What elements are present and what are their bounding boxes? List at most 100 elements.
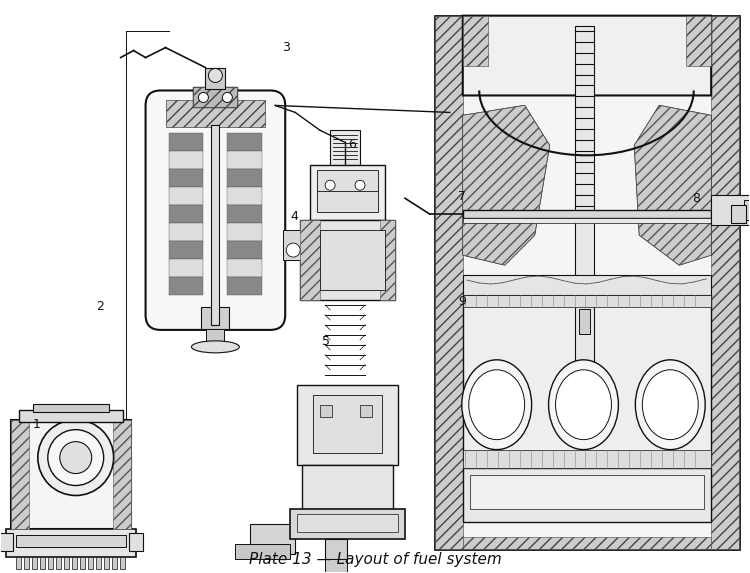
Circle shape: [48, 430, 104, 485]
Text: 8: 8: [692, 192, 700, 205]
Bar: [463, 295, 711, 307]
Bar: [64, 558, 69, 570]
Bar: [33, 404, 109, 411]
Bar: [169, 187, 203, 205]
Bar: [463, 468, 711, 523]
Bar: [744, 200, 750, 220]
Bar: [325, 539, 347, 559]
Ellipse shape: [469, 370, 525, 439]
Bar: [463, 218, 711, 223]
Ellipse shape: [462, 360, 532, 450]
Bar: [310, 165, 385, 220]
Bar: [470, 474, 704, 509]
Text: Plate 13 — Layout of fuel system: Plate 13 — Layout of fuel system: [249, 552, 502, 567]
Bar: [169, 241, 203, 259]
Circle shape: [209, 69, 222, 83]
Bar: [731, 205, 746, 223]
Bar: [360, 405, 372, 417]
Bar: [211, 125, 220, 325]
Text: 3: 3: [282, 41, 290, 53]
Polygon shape: [300, 220, 320, 300]
Bar: [202, 307, 229, 329]
Bar: [112, 558, 117, 570]
Bar: [227, 259, 262, 277]
Polygon shape: [11, 419, 28, 529]
Ellipse shape: [556, 370, 611, 439]
Bar: [314, 395, 382, 453]
Bar: [297, 515, 398, 532]
Bar: [236, 544, 290, 559]
Bar: [574, 26, 595, 372]
Bar: [206, 329, 224, 341]
Polygon shape: [634, 105, 711, 265]
Bar: [40, 558, 45, 570]
Bar: [0, 533, 13, 551]
Polygon shape: [435, 15, 463, 550]
Bar: [227, 151, 262, 169]
Bar: [128, 533, 142, 551]
Bar: [96, 558, 100, 570]
Bar: [72, 558, 76, 570]
Bar: [80, 558, 85, 570]
Bar: [16, 535, 125, 547]
Bar: [435, 15, 739, 550]
Bar: [227, 205, 262, 223]
Text: 6: 6: [348, 138, 356, 151]
Bar: [48, 558, 52, 570]
Bar: [320, 230, 385, 290]
Circle shape: [60, 442, 92, 473]
Bar: [290, 509, 405, 539]
Text: 2: 2: [96, 300, 104, 313]
Bar: [325, 559, 347, 573]
Bar: [169, 205, 203, 223]
Text: 4: 4: [290, 210, 298, 223]
Bar: [330, 131, 360, 165]
Bar: [251, 524, 296, 554]
Polygon shape: [463, 537, 711, 550]
Bar: [194, 88, 237, 107]
Bar: [169, 259, 203, 277]
Bar: [169, 223, 203, 241]
Bar: [463, 450, 711, 468]
Text: 9: 9: [458, 295, 466, 308]
Bar: [11, 419, 130, 529]
Ellipse shape: [635, 360, 705, 450]
Polygon shape: [380, 220, 395, 300]
Bar: [578, 309, 590, 334]
Bar: [6, 529, 136, 558]
Bar: [320, 405, 332, 417]
Bar: [227, 134, 262, 151]
Bar: [227, 187, 262, 205]
Ellipse shape: [548, 360, 619, 450]
Polygon shape: [711, 15, 739, 550]
Polygon shape: [463, 15, 488, 65]
Polygon shape: [463, 105, 550, 265]
Bar: [463, 275, 711, 295]
Text: 1: 1: [33, 418, 40, 431]
Bar: [463, 210, 711, 218]
Bar: [169, 151, 203, 169]
Circle shape: [286, 243, 300, 257]
Bar: [169, 134, 203, 151]
Bar: [300, 220, 395, 300]
Circle shape: [222, 92, 232, 103]
Bar: [227, 241, 262, 259]
Bar: [119, 558, 124, 570]
Circle shape: [38, 419, 114, 496]
Bar: [32, 558, 37, 570]
Bar: [317, 170, 378, 212]
Text: 5: 5: [322, 335, 330, 348]
Bar: [227, 169, 262, 187]
Polygon shape: [686, 15, 711, 65]
Bar: [19, 410, 122, 422]
Bar: [297, 384, 398, 465]
Bar: [16, 558, 21, 570]
Polygon shape: [634, 105, 711, 265]
Polygon shape: [194, 88, 237, 107]
Bar: [284, 230, 303, 260]
Circle shape: [325, 180, 335, 190]
Bar: [169, 169, 203, 187]
Polygon shape: [463, 105, 550, 265]
Bar: [227, 277, 262, 295]
Text: 7: 7: [458, 190, 466, 203]
